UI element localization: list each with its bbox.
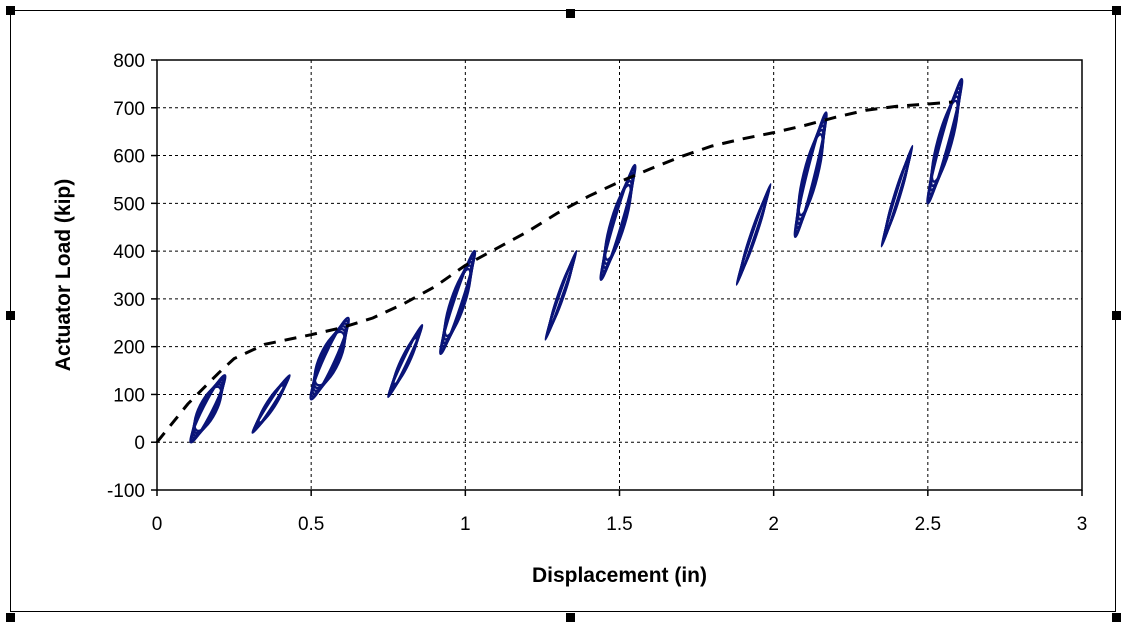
loop-cycle [549,265,573,326]
loop-cycle [930,99,959,183]
y-tick-label: 800 [113,51,145,72]
y-tick-label: 400 [113,242,145,263]
y-axis-ticks: -100 0 100 200 300 400 500 600 700 800 [107,51,157,502]
envelope-curve [155,100,953,444]
x-tick-label: 2.5 [915,514,941,535]
y-tick-label: 200 [113,338,145,359]
resize-handle-bottom-left[interactable] [6,613,15,622]
loop-cycle [392,336,419,386]
resize-handle-middle-left[interactable] [6,311,15,320]
hysteresis-loop [251,374,291,434]
y-tick-label: 300 [113,290,145,311]
x-tick-label: 3 [1077,514,1088,535]
resize-handle-top-center[interactable] [566,9,575,18]
hysteresis-loop [793,111,828,238]
hysteresis-loop [735,183,772,286]
hysteresis-loop [189,374,227,444]
x-tick-label: 0.5 [298,514,324,535]
y-tick-label: 500 [113,194,145,215]
resize-handle-top-left[interactable] [6,6,15,15]
hysteresis-loop [386,323,424,399]
grid [157,60,1082,490]
resize-handle-top-right[interactable] [1112,6,1121,15]
x-tick-label: 1.5 [606,514,632,535]
loop-cycle [885,162,909,230]
resize-handle-middle-right[interactable] [1112,311,1121,320]
y-axis-title: Actuator Load (kip) [52,179,75,372]
x-tick-label: 0 [152,514,163,535]
x-axis-title: Displacement (in) [532,564,707,587]
y-tick-label: 600 [113,147,145,168]
hysteresis-loops [189,77,964,444]
loop-cycle [443,267,472,338]
y-tick-label: -100 [107,481,145,502]
y-tick-label: 0 [134,433,145,454]
hysteresis-loop [880,144,914,248]
x-axis-ticks: 0 0.5 1 1.5 2 2.5 3 [152,490,1088,535]
loop-cycle [741,200,767,269]
loop-cycle [257,384,285,424]
hysteresis-loop [439,249,477,356]
y-tick-label: 700 [113,99,145,120]
loop-cycle [603,183,633,261]
hysteresis-loop [309,316,351,401]
hysteresis-loop [544,249,578,341]
y-tick-label: 100 [113,385,145,406]
loop-cycle [313,330,346,387]
x-tick-label: 1 [460,514,471,535]
loop-cycle [193,385,223,433]
loop-cycle [797,133,825,217]
hysteresis-loop [599,163,637,281]
x-tick-label: 2 [768,514,779,535]
hysteresis-loop [926,77,964,205]
resize-handle-bottom-right[interactable] [1112,613,1121,622]
resize-handle-bottom-center[interactable] [566,613,575,622]
